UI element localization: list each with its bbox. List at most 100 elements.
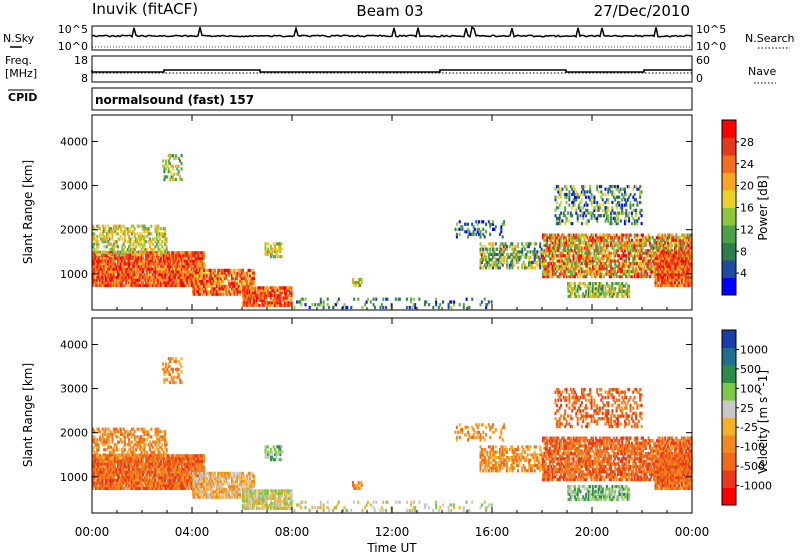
heatmap-cell (618, 269, 621, 273)
heatmap-cell (565, 236, 568, 240)
heatmap-cell (639, 238, 642, 242)
heatmap-cell (657, 249, 660, 253)
heatmap-cell (533, 242, 536, 246)
heatmap-cell (610, 294, 613, 298)
heatmap-cell (133, 252, 136, 257)
heatmap-cell (129, 278, 132, 282)
heatmap-cell (503, 258, 506, 262)
heatmap-cell (139, 240, 142, 244)
heatmap-cell (139, 232, 142, 236)
heatmap-cell (107, 270, 110, 274)
heatmap-cell (197, 268, 200, 272)
heatmap-cell (598, 241, 601, 245)
heatmap-cell (571, 264, 574, 268)
heatmap-cell (598, 249, 601, 253)
heatmap-cell (572, 267, 575, 271)
heatmap-cell (551, 254, 554, 258)
colorbar-swatch (722, 155, 736, 173)
heatmap-cell (117, 478, 119, 482)
heatmap-cell (672, 251, 675, 255)
heatmap-cell (675, 267, 678, 271)
heatmap-cell (100, 470, 103, 474)
heatmap-cell (628, 264, 631, 268)
heatmap-cell (96, 242, 99, 246)
heatmap-cell (272, 286, 275, 290)
heatmap-cell (119, 478, 122, 482)
heatmap-cell (105, 484, 108, 488)
heatmap-cell (625, 238, 628, 242)
heatmap-cell (175, 281, 178, 285)
heatmap-cell (585, 211, 588, 215)
heatmap-cell (576, 267, 579, 271)
heatmap-cell (573, 275, 576, 279)
heatmap-cell (673, 264, 676, 268)
heatmap-cell (97, 273, 100, 277)
heatmap-cell (579, 259, 582, 263)
heatmap-cell (169, 278, 172, 282)
heatmap-cell (623, 249, 626, 253)
heatmap-cell (582, 259, 585, 263)
heatmap-cell (221, 290, 224, 294)
heatmap-cell (285, 288, 288, 292)
heatmap-cell (154, 251, 157, 255)
heatmap-cell (93, 267, 96, 271)
heatmap-cell (603, 236, 606, 240)
heatmap-cell (522, 260, 525, 265)
heatmap-cell (594, 264, 597, 268)
heatmap-cell (596, 256, 599, 260)
heatmap-cell (155, 259, 158, 263)
heatmap-cell (662, 281, 665, 285)
heatmap-cell (223, 284, 226, 288)
heatmap-cell (287, 301, 290, 305)
heatmap-cell (643, 236, 646, 240)
heatmap-cell (132, 245, 135, 249)
heatmap-cell (92, 273, 94, 277)
heatmap-cell (203, 290, 206, 294)
heatmap-cell (101, 262, 104, 266)
heatmap-cell (573, 187, 576, 191)
heatmap-cell (685, 256, 688, 260)
heatmap-cell (492, 222, 494, 226)
heatmap-cell (93, 227, 96, 231)
heatmap-cell (167, 275, 169, 279)
heatmap-cell (177, 164, 180, 168)
heatmap-cell (596, 272, 599, 276)
heatmap-cell (132, 242, 135, 246)
heatmap-cell (628, 251, 631, 255)
heatmap-cell (117, 262, 119, 266)
heatmap-cell (614, 211, 617, 215)
heatmap-cell (517, 260, 519, 265)
heatmap-cell (651, 259, 654, 263)
heatmap-cell (173, 281, 176, 285)
heatmap-cell (628, 254, 631, 258)
heatmap-cell (304, 303, 307, 307)
heatmap-cell (560, 259, 563, 263)
heatmap-cell (636, 203, 639, 207)
heatmap-cell (582, 214, 585, 218)
heatmap-cell (177, 170, 180, 174)
heatmap-cell (586, 190, 589, 194)
heatmap-cell (494, 252, 497, 257)
heatmap-cell (258, 288, 261, 292)
heatmap-cell (246, 303, 249, 307)
heatmap-cell (235, 292, 238, 296)
heatmap-cell (633, 262, 636, 266)
heatmap-cell (480, 220, 483, 224)
heatmap-cell (608, 222, 611, 226)
heatmap-cell (92, 224, 94, 228)
heatmap-cell (675, 278, 678, 282)
heatmap-cell (604, 251, 607, 255)
heatmap-cell (568, 282, 571, 286)
heatmap-cell (492, 227, 494, 231)
heatmap-cell (658, 270, 661, 274)
heatmap-cell (301, 297, 304, 301)
heatmap-cell (96, 267, 99, 271)
heatmap-cell (568, 198, 571, 202)
heatmap-cell (342, 305, 344, 310)
heatmap-cell (254, 291, 257, 295)
heatmap-cell (160, 252, 163, 257)
heatmap-cell (633, 269, 636, 273)
heatmap-cell (679, 246, 682, 250)
heatmap-cell (558, 272, 561, 276)
heatmap-cell (382, 297, 385, 301)
